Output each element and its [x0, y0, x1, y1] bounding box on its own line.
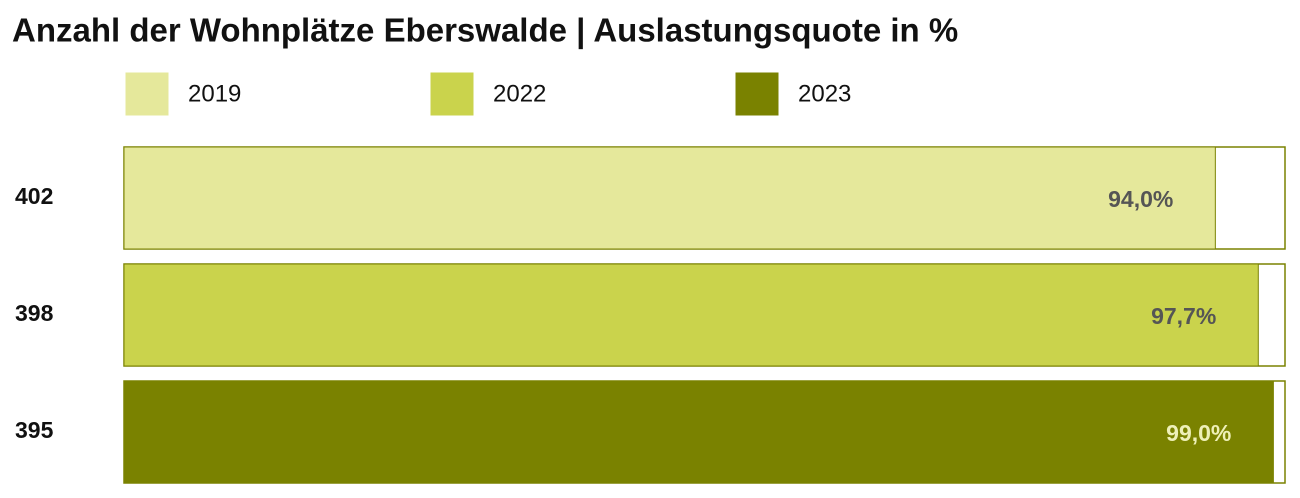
legend-label: 2023 — [798, 80, 851, 107]
category-label: 402 — [15, 183, 53, 209]
category-label: 398 — [15, 300, 54, 326]
bar — [123, 380, 1274, 484]
category-label: 395 — [15, 417, 54, 443]
value-label: 94,0% — [1108, 186, 1173, 212]
legend-label: 2019 — [188, 80, 241, 107]
legend-label: 2022 — [493, 80, 546, 107]
chart-title: Anzahl der Wohnplätze Eberswalde | Ausla… — [12, 12, 958, 49]
bar — [123, 146, 1216, 250]
legend-swatch — [429, 71, 475, 117]
bar — [123, 263, 1259, 367]
legend-swatch — [734, 71, 780, 117]
value-label: 97,7% — [1151, 303, 1216, 329]
legend-swatch — [124, 71, 170, 117]
value-label: 99,0% — [1166, 420, 1231, 446]
